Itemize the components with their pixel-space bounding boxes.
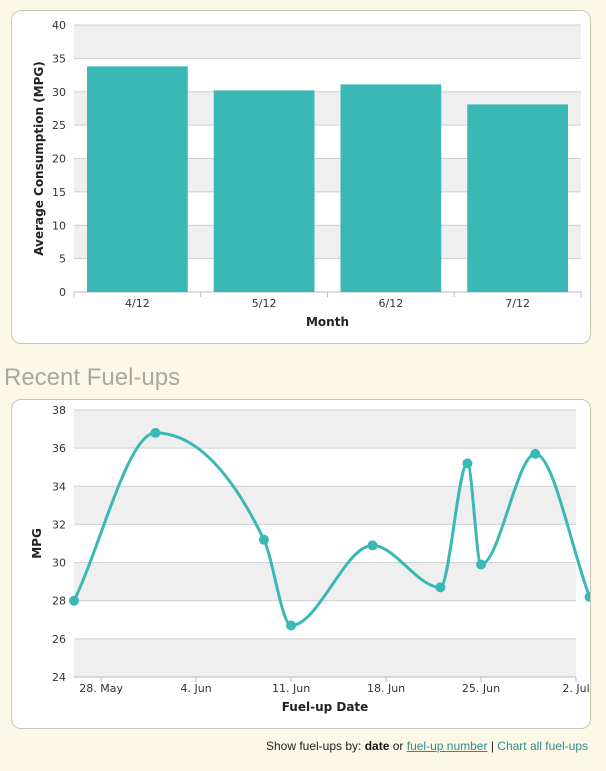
footer-controls: Show fuel-ups by: date or fuel-up number…: [266, 739, 588, 753]
data-point: [367, 540, 378, 551]
plot-band: [74, 638, 576, 677]
data-point: [530, 448, 541, 459]
monthly-chart-panel: 0 5 10 15 20 25 30 35 40 4/12 5/12 6/12 7/12 Month Ave…: [11, 10, 591, 344]
option-date[interactable]: date: [364, 739, 390, 753]
plot-band: [74, 486, 576, 525]
x-tick-label: 5/12: [252, 297, 277, 310]
y-tick-label: 32: [52, 518, 66, 531]
y-tick-label: 15: [52, 186, 66, 199]
y-tick-label: 35: [52, 52, 66, 65]
y-tick-label: 26: [52, 633, 66, 646]
y-tick-label: 28: [52, 595, 66, 608]
y-tick-label: 25: [52, 119, 66, 132]
data-point: [462, 458, 473, 469]
data-point: [286, 620, 297, 631]
x-tick-label: 28. May: [79, 682, 123, 695]
plot-band: [74, 410, 576, 449]
y-axis-title: Average Consumption (MPG): [32, 61, 46, 255]
data-point: [150, 427, 161, 438]
y-tick-label: 30: [52, 86, 66, 99]
x-tick-label: 7/12: [505, 297, 530, 310]
y-tick-label: 24: [52, 671, 66, 684]
x-tick-label: 18. Jun: [367, 682, 405, 695]
y-tick-label: 38: [52, 404, 66, 417]
x-axis-title: Month: [306, 315, 349, 329]
x-tick-label: 4. Jun: [181, 682, 212, 695]
data-point: [69, 595, 79, 606]
data-point: [476, 559, 487, 570]
y-tick-label: 30: [52, 557, 66, 570]
data-point: [584, 591, 595, 602]
section-title: Recent Fuel-ups: [4, 364, 181, 391]
bar: [87, 66, 188, 292]
x-tick-label: 4/12: [125, 297, 150, 310]
fuelup-chart-panel: 24 26 28 30 32 34 36 38 28. May 4. Jun 11. Jun 18. …: [11, 399, 595, 729]
y-tick-label: 10: [52, 219, 66, 232]
y-tick-label: 5: [59, 253, 66, 266]
bar: [467, 104, 568, 293]
footer-or: or: [392, 739, 404, 753]
option-fuelup-number-link[interactable]: fuel-up number: [406, 739, 488, 753]
y-tick-label: 20: [52, 153, 66, 166]
data-point: [435, 582, 446, 593]
data-point: [258, 534, 269, 545]
line-chart: 24 26 28 30 32 34 36 38 28. May 4. Jun 11. Jun 18. …: [30, 404, 595, 714]
y-tick-label: 40: [52, 19, 66, 32]
x-axis-title: Fuel-up Date: [282, 700, 369, 714]
series-line: [72, 431, 591, 628]
y-axis-title: MPG: [30, 528, 44, 559]
bar: [340, 84, 442, 292]
bar-chart: 0 5 10 15 20 25 30 35 40 4/12 5/12 6/12 7/12 Month Ave…: [32, 19, 582, 329]
y-tick-label: 34: [52, 480, 66, 493]
y-tick-label: 36: [52, 442, 66, 455]
footer-separator: |: [490, 739, 494, 753]
chart-all-fuelups-link[interactable]: Chart all fuel-ups: [497, 739, 588, 753]
x-tick-label: 6/12: [379, 297, 404, 310]
x-tick-label: 2. Jul: [562, 682, 589, 695]
footer-prefix: Show fuel-ups by:: [265, 739, 362, 753]
y-tick-label: 0: [59, 286, 66, 299]
x-tick-label: 11. Jun: [272, 682, 310, 695]
plot-band: [74, 25, 581, 59]
bar: [213, 90, 315, 292]
x-tick-label: 25. Jun: [462, 682, 500, 695]
